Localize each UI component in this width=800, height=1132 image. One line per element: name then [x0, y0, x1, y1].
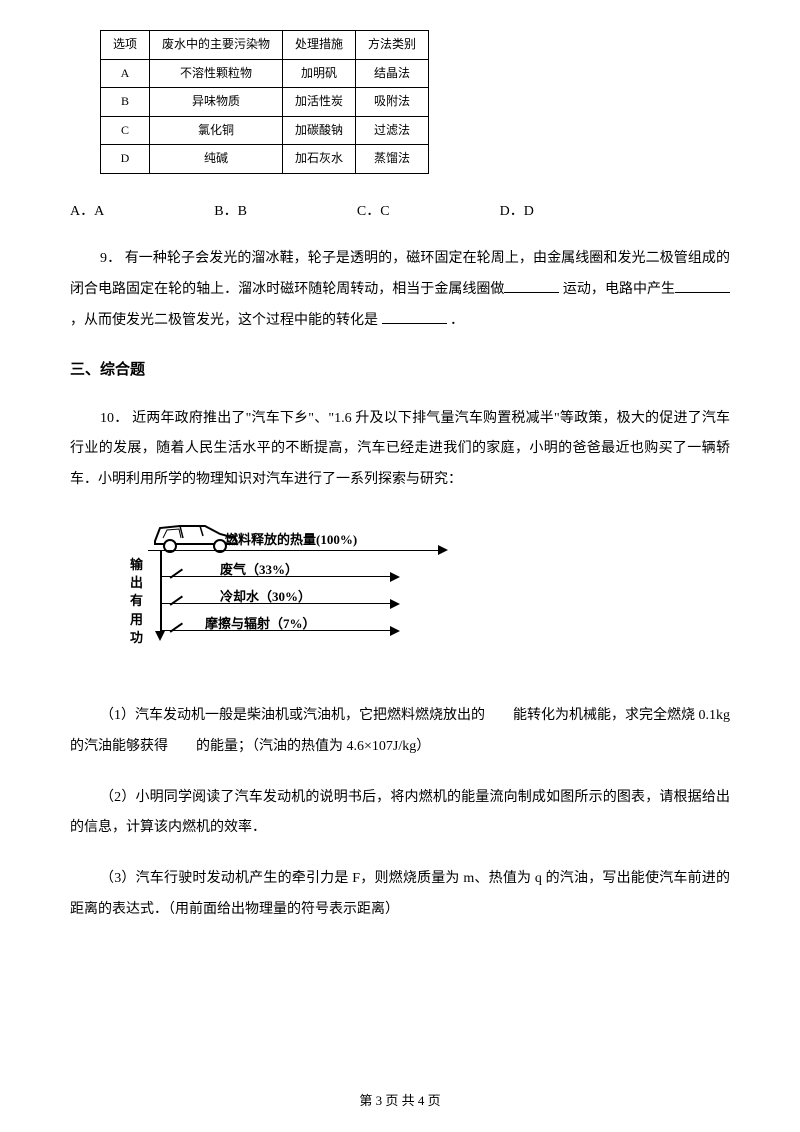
cell: 蒸馏法 — [356, 145, 429, 174]
q10-2-text: （2）小明同学阅读了汽车发动机的说明书后，将内燃机的能量流向制成如图所示的图表，… — [70, 790, 730, 836]
table-row: C 氯化铜 加碳酸钠 过滤法 — [101, 116, 429, 145]
th-option: 选项 — [101, 31, 150, 60]
question-10-2: （2）小明同学阅读了汽车发动机的说明书后，将内燃机的能量流向制成如图所示的图表，… — [70, 783, 730, 845]
cell: 加石灰水 — [283, 145, 356, 174]
question-9: 9． 有一种轮子会发光的溜冰鞋，轮子是透明的，磁环固定在轮周上，由金属线圈和发光… — [70, 244, 730, 336]
q10-1-text3: 的能量；（汽油的热值为 4.6×107J/kg） — [196, 739, 430, 754]
flow-label-2: 冷却水（30%） — [220, 585, 311, 608]
option-b: B．B — [214, 199, 247, 224]
cell: 氯化铜 — [150, 116, 283, 145]
th-measure: 处理措施 — [283, 31, 356, 60]
table-header-row: 选项 废水中的主要污染物 处理措施 方法类别 — [101, 31, 429, 60]
heat-label: 燃料释放的热量(100%) — [225, 528, 357, 551]
option-a: A．A — [70, 199, 104, 224]
arrow-icon — [390, 599, 400, 609]
q9-text3: ，从而使发光二极管发光，这个过程中能的转化是 — [70, 313, 382, 328]
table-row: A 不溶性颗粒物 加明矾 结晶法 — [101, 59, 429, 88]
blank — [504, 279, 559, 293]
wastewater-table-container: 选项 废水中的主要污染物 处理措施 方法类别 A 不溶性颗粒物 加明矾 结晶法 … — [100, 30, 730, 174]
cell: 结晶法 — [356, 59, 429, 88]
blank — [168, 739, 196, 754]
option-c: C．C — [357, 199, 390, 224]
cell: D — [101, 145, 150, 174]
top-arrow-icon — [438, 545, 448, 555]
page-footer: 第 3 页 共 4 页 — [0, 1089, 800, 1112]
vertical-label: 输出有用功 — [130, 556, 146, 647]
energy-flow-diagram: 燃料释放的热量(100%) 废气（33%） 冷却水（30%） 摩擦与辐射（7%）… — [110, 516, 450, 676]
q10-3-text: （3）汽车行驶时发动机产生的牵引力是 F，则燃烧质量为 m、热值为 q 的汽油，… — [70, 871, 730, 917]
cell: 加碳酸钠 — [283, 116, 356, 145]
q9-text4: ． — [447, 313, 465, 328]
blank — [485, 708, 513, 723]
cell: 不溶性颗粒物 — [150, 59, 283, 88]
arrow-icon — [390, 572, 400, 582]
th-method: 方法类别 — [356, 31, 429, 60]
q10-text: 近两年政府推出了"汽车下乡"、"1.6 升及以下排气量汽车购置税减半"等政策，极… — [70, 411, 730, 488]
table-row: B 异味物质 加活性炭 吸附法 — [101, 88, 429, 117]
flow-label-3: 摩擦与辐射（7%） — [205, 612, 316, 635]
cell: 吸附法 — [356, 88, 429, 117]
wastewater-table: 选项 废水中的主要污染物 处理措施 方法类别 A 不溶性颗粒物 加明矾 结晶法 … — [100, 30, 429, 174]
answer-options: A．A B．B C．C D．D — [70, 199, 730, 224]
section-3-title: 三、综合题 — [70, 357, 730, 384]
cell: 纯碱 — [150, 145, 283, 174]
question-10-3: （3）汽车行驶时发动机产生的牵引力是 F，则燃烧质量为 m、热值为 q 的汽油，… — [70, 864, 730, 926]
question-10-1: （1）汽车发动机一般是柴油机或汽油机，它把燃料燃烧放出的 能转化为机械能，求完全… — [70, 701, 730, 763]
q10-dot: ． — [114, 411, 128, 426]
cell: A — [101, 59, 150, 88]
blank — [382, 310, 447, 324]
cell: C — [101, 116, 150, 145]
cell: 加活性炭 — [283, 88, 356, 117]
down-arrow-icon — [155, 631, 165, 641]
cell: 过滤法 — [356, 116, 429, 145]
flow-label-1: 废气（33%） — [220, 558, 298, 581]
blank — [675, 279, 730, 293]
q9-text2: 运动，电路中产生 — [559, 282, 675, 297]
q10-1-text1: （1）汽车发动机一般是柴油机或汽油机，它把燃料燃烧放出的 — [100, 708, 485, 723]
arrow-icon — [390, 626, 400, 636]
cell: 异味物质 — [150, 88, 283, 117]
cell: B — [101, 88, 150, 117]
q10-num: 10 — [100, 411, 114, 426]
option-d: D．D — [500, 199, 534, 224]
cell: 加明矾 — [283, 59, 356, 88]
th-pollutant: 废水中的主要污染物 — [150, 31, 283, 60]
q9-dot: ． — [107, 251, 121, 266]
q9-num: 9 — [100, 251, 107, 266]
table-row: D 纯碱 加石灰水 蒸馏法 — [101, 145, 429, 174]
question-10: 10． 近两年政府推出了"汽车下乡"、"1.6 升及以下排气量汽车购置税减半"等… — [70, 404, 730, 496]
